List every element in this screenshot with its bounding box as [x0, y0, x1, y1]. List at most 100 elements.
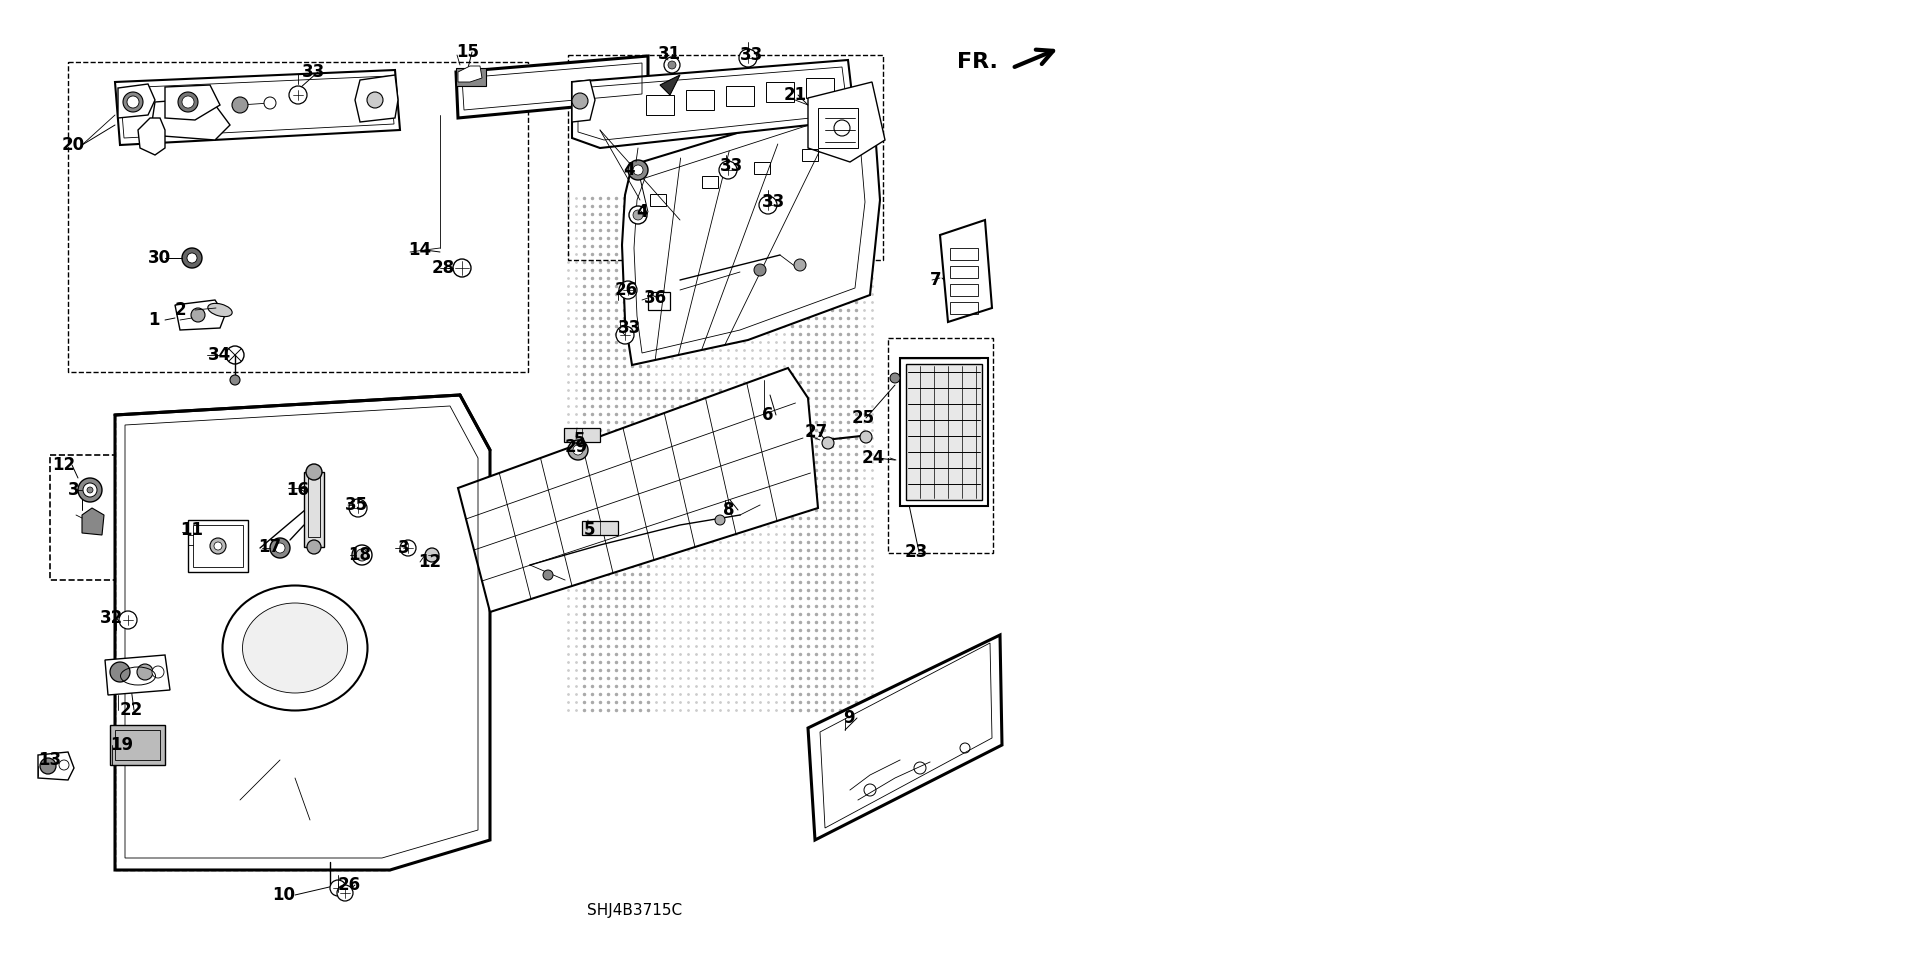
Text: 25: 25: [852, 409, 876, 427]
Circle shape: [330, 880, 346, 896]
Circle shape: [351, 545, 372, 565]
Circle shape: [79, 478, 102, 502]
Text: 26: 26: [614, 281, 637, 299]
Text: 3: 3: [67, 481, 79, 499]
Text: 5: 5: [574, 431, 586, 449]
Circle shape: [618, 281, 637, 299]
Bar: [703, 176, 718, 188]
Circle shape: [209, 538, 227, 554]
Text: 32: 32: [100, 609, 123, 627]
Polygon shape: [115, 70, 399, 145]
Polygon shape: [572, 60, 854, 148]
Bar: [900, 358, 989, 506]
Bar: [950, 248, 977, 260]
Text: 11: 11: [180, 521, 204, 539]
Text: 35: 35: [346, 496, 369, 514]
Text: 18: 18: [348, 546, 371, 564]
Circle shape: [152, 666, 163, 678]
Circle shape: [424, 548, 440, 562]
Circle shape: [232, 97, 248, 113]
Polygon shape: [38, 752, 75, 780]
Polygon shape: [457, 56, 649, 118]
Text: 24: 24: [862, 449, 885, 467]
Circle shape: [714, 515, 726, 525]
Text: 34: 34: [207, 346, 230, 364]
Bar: [188, 520, 248, 572]
Text: 9: 9: [843, 709, 854, 727]
Ellipse shape: [242, 603, 348, 693]
Bar: [50, 455, 150, 580]
Text: 17: 17: [257, 538, 280, 556]
Text: 10: 10: [273, 886, 296, 904]
Polygon shape: [83, 508, 104, 535]
Circle shape: [40, 758, 56, 774]
Bar: [115, 730, 159, 760]
Bar: [803, 149, 818, 161]
Circle shape: [891, 373, 900, 383]
Circle shape: [86, 487, 92, 493]
Text: 26: 26: [338, 876, 361, 894]
Circle shape: [367, 92, 382, 108]
Bar: [818, 108, 858, 148]
Bar: [457, 68, 486, 86]
Text: 33: 33: [618, 319, 641, 337]
Text: 31: 31: [659, 45, 682, 63]
Polygon shape: [660, 75, 680, 95]
Polygon shape: [106, 655, 171, 695]
Bar: [194, 525, 244, 567]
Bar: [67, 62, 528, 372]
Text: 30: 30: [148, 249, 171, 267]
Bar: [806, 78, 833, 98]
Bar: [766, 82, 795, 102]
Text: 12: 12: [52, 456, 75, 474]
Text: 28: 28: [432, 259, 455, 277]
Polygon shape: [808, 82, 885, 162]
Circle shape: [305, 464, 323, 480]
Ellipse shape: [207, 304, 232, 317]
Polygon shape: [117, 84, 156, 118]
Circle shape: [634, 165, 643, 175]
Circle shape: [83, 483, 98, 497]
Circle shape: [795, 259, 806, 271]
Circle shape: [349, 499, 367, 517]
Polygon shape: [622, 98, 879, 365]
Polygon shape: [582, 521, 618, 535]
Circle shape: [271, 538, 290, 558]
Bar: [303, 472, 324, 547]
Circle shape: [822, 437, 833, 449]
Circle shape: [755, 264, 766, 276]
Circle shape: [543, 570, 553, 580]
Circle shape: [123, 92, 142, 112]
Polygon shape: [572, 80, 595, 122]
Circle shape: [572, 93, 588, 109]
Circle shape: [399, 540, 417, 556]
Circle shape: [290, 86, 307, 104]
Polygon shape: [165, 85, 221, 120]
Circle shape: [355, 549, 369, 561]
Bar: [307, 472, 321, 537]
Bar: [568, 55, 883, 260]
Polygon shape: [459, 368, 818, 612]
Circle shape: [338, 885, 353, 901]
Bar: [109, 725, 165, 765]
Text: 16: 16: [286, 481, 309, 499]
Text: 4: 4: [622, 161, 636, 179]
Circle shape: [307, 540, 321, 554]
Bar: [651, 194, 666, 206]
Circle shape: [230, 375, 240, 385]
Text: 1: 1: [148, 311, 159, 329]
Text: SHJ4B3715C: SHJ4B3715C: [588, 902, 684, 918]
Text: 19: 19: [109, 736, 132, 754]
Text: 21: 21: [783, 86, 806, 104]
Text: 33: 33: [762, 193, 785, 211]
Text: 2: 2: [175, 301, 186, 319]
Circle shape: [182, 96, 194, 108]
Circle shape: [664, 57, 680, 73]
Polygon shape: [941, 220, 993, 322]
Bar: [649, 292, 670, 310]
Text: 29: 29: [564, 438, 588, 456]
Text: 15: 15: [457, 43, 478, 61]
Polygon shape: [564, 428, 599, 442]
Bar: [645, 95, 674, 115]
Circle shape: [453, 259, 470, 277]
